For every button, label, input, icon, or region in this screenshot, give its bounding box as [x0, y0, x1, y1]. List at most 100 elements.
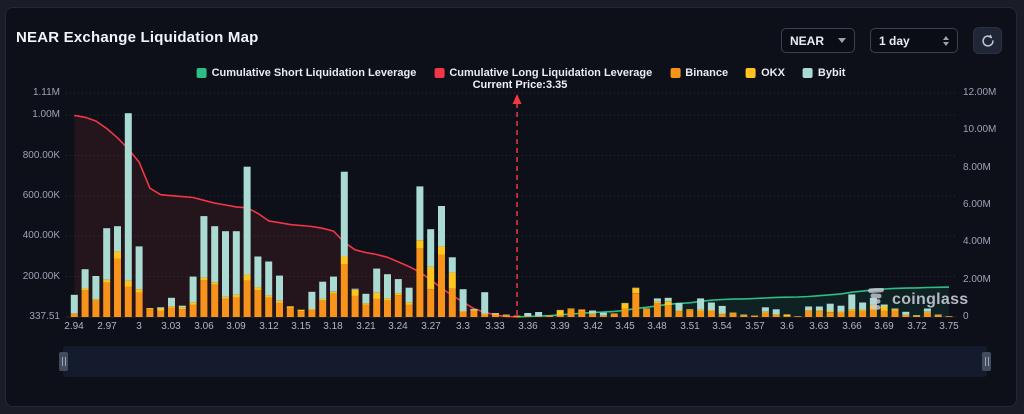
bar-segment-binance	[578, 310, 586, 317]
x-axis-tick-label: 3.12	[259, 321, 279, 332]
symbol-select[interactable]: NEAR	[781, 28, 855, 53]
bar-segment-okx	[664, 301, 672, 306]
x-axis-tick-label: 2.97	[97, 321, 117, 332]
refresh-button[interactable]	[973, 27, 1002, 54]
x-axis-tick-label: 3.27	[421, 321, 441, 332]
legend-swatch	[196, 68, 207, 78]
bar-segment-okx	[869, 304, 877, 310]
bar-segment-okx	[761, 311, 769, 313]
bar-segment-bybit	[869, 297, 877, 305]
bar-segment-binance	[859, 310, 867, 317]
bar-segment-okx	[308, 308, 316, 310]
x-axis-tick-label: 3.18	[323, 321, 343, 332]
x-axis-tick-label: 3.42	[583, 321, 603, 332]
bar-segment-bybit	[330, 276, 337, 292]
legend-item-cumulative-long-liquidation-leverage[interactable]: Cumulative Long Liquidation Leverage	[434, 67, 652, 79]
bar-segment-binance	[783, 316, 791, 317]
bar-segment-okx	[362, 303, 370, 305]
bar-segment-okx	[168, 306, 175, 308]
bar-segment-binance	[675, 311, 683, 317]
bar-segment-bybit	[599, 312, 607, 316]
legend-swatch	[434, 68, 445, 78]
legend-item-binance[interactable]: Binance	[670, 67, 728, 79]
legend-item-cumulative-short-liquidation-leverage[interactable]: Cumulative Short Liquidation Leverage	[196, 67, 416, 79]
bar-segment-binance	[222, 298, 229, 317]
bar-segment-binance	[81, 290, 89, 317]
legend-label: Cumulative Long Liquidation Leverage	[449, 67, 653, 79]
bar-segment-bybit	[492, 313, 499, 314]
bar-segment-binance	[880, 310, 888, 317]
legend-item-okx[interactable]: OKX	[746, 67, 785, 79]
bar-segment-bybit	[837, 305, 845, 312]
x-axis-tick-label: 3.36	[518, 321, 538, 332]
x-axis-tick-label: 3.09	[226, 321, 246, 332]
y-axis-left-label: 400.00K	[22, 230, 60, 241]
bar-segment-okx	[178, 307, 186, 310]
refresh-icon	[981, 34, 995, 48]
bar-segment-okx	[351, 289, 359, 296]
bar-segment-binance	[330, 293, 337, 317]
bar-segment-binance	[729, 313, 737, 317]
bar-segment-binance	[70, 313, 78, 317]
bar-segment-bybit	[103, 228, 111, 280]
bar-segment-okx	[373, 292, 381, 299]
bar-segment-okx	[200, 277, 208, 281]
bar-segment-bybit	[805, 306, 813, 311]
bar-segment-bybit	[653, 298, 661, 302]
x-axis-tick-label: 3.39	[550, 321, 570, 332]
range-navigator[interactable]	[59, 346, 991, 377]
bar-segment-binance	[513, 316, 521, 317]
x-axis-tick-label: 3.15	[291, 321, 311, 332]
bar-segment-binance	[848, 310, 856, 317]
y-axis-right-label: 4.00M	[963, 236, 991, 247]
bar-segment-binance	[427, 289, 435, 317]
symbol-select-value: NEAR	[790, 33, 825, 48]
bar-segment-okx	[416, 240, 424, 249]
bar-segment-okx	[146, 308, 154, 310]
y-axis-right-label: 2.00M	[963, 274, 991, 285]
bar-segment-binance	[761, 312, 769, 317]
bar-segment-binance	[92, 300, 100, 317]
bar-segment-binance	[232, 297, 240, 317]
legend-item-bybit[interactable]: Bybit	[802, 67, 845, 79]
bar-segment-bybit	[114, 226, 121, 252]
bar-segment-bybit	[319, 281, 327, 299]
chart-area: 1.11M 1.00M 800.00K 600.00K 400.00K 200.00K 33…	[6, 8, 1018, 348]
bar-segment-okx	[718, 313, 726, 315]
bar-segment-bybit	[427, 229, 435, 267]
bar-segment-okx	[384, 298, 391, 301]
bar-segment-okx	[589, 313, 597, 315]
liquidation-plot[interactable]	[66, 92, 956, 319]
bar-segment-okx	[459, 310, 467, 312]
x-axis-tick-label: 3.06	[194, 321, 214, 332]
bar-segment-bybit	[707, 302, 715, 310]
navigator-left-handle[interactable]	[59, 352, 68, 371]
interval-select[interactable]: 1 day	[870, 28, 958, 53]
bar-segment-okx	[92, 299, 100, 301]
bar-segment-bybit	[859, 302, 867, 310]
bar-segment-bybit	[265, 261, 273, 296]
x-axis-tick-label: 3.69	[874, 321, 894, 332]
x-axis-tick-label: 3.51	[680, 321, 700, 332]
bar-segment-okx	[427, 267, 435, 290]
bar-segment-binance	[319, 300, 327, 317]
bar-segment-bybit	[718, 305, 726, 314]
bar-segment-bybit	[664, 297, 672, 302]
bar-segment-binance	[664, 305, 672, 317]
bar-segment-binance	[481, 314, 489, 317]
bar-segment-binance	[815, 311, 823, 317]
bar-segment-bybit	[448, 257, 456, 273]
bar-segment-okx	[135, 289, 143, 293]
bar-segment-binance	[934, 315, 942, 317]
bar-segment-bybit	[308, 291, 316, 309]
bar-segment-okx	[686, 309, 694, 311]
bar-segment-okx	[81, 288, 89, 291]
y-axis-right-label: 12.00M	[963, 87, 997, 98]
legend-label: Binance	[685, 67, 729, 79]
bar-segment-okx	[330, 291, 337, 294]
navigator-right-handle[interactable]	[982, 352, 991, 371]
bar-segment-bybit	[200, 216, 208, 278]
bar-segment-okx	[157, 308, 165, 311]
bar-segment-bybit	[211, 226, 219, 283]
bar-segment-bybit	[157, 307, 165, 309]
